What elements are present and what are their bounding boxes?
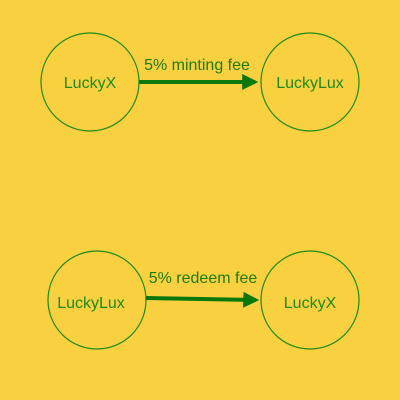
target-node-label: LuckyLux [276, 75, 344, 92]
source-node-label: LuckyX [64, 75, 117, 92]
source-node-label: LuckyLux [57, 295, 125, 312]
target-node-label: LuckyX [284, 295, 337, 312]
target-node-circle [260, 250, 360, 350]
redeem-arrow [145, 291, 260, 308]
target-node-circle [260, 32, 360, 132]
mint-fee-label: 5% minting fee [144, 57, 250, 74]
redeem-fee-label: 5% redeem fee [149, 270, 258, 287]
redeem-flow: LuckyLux LuckyX 5% redeem fee [47, 250, 360, 350]
mint-flow: LuckyX LuckyLux 5% minting fee [40, 32, 360, 132]
